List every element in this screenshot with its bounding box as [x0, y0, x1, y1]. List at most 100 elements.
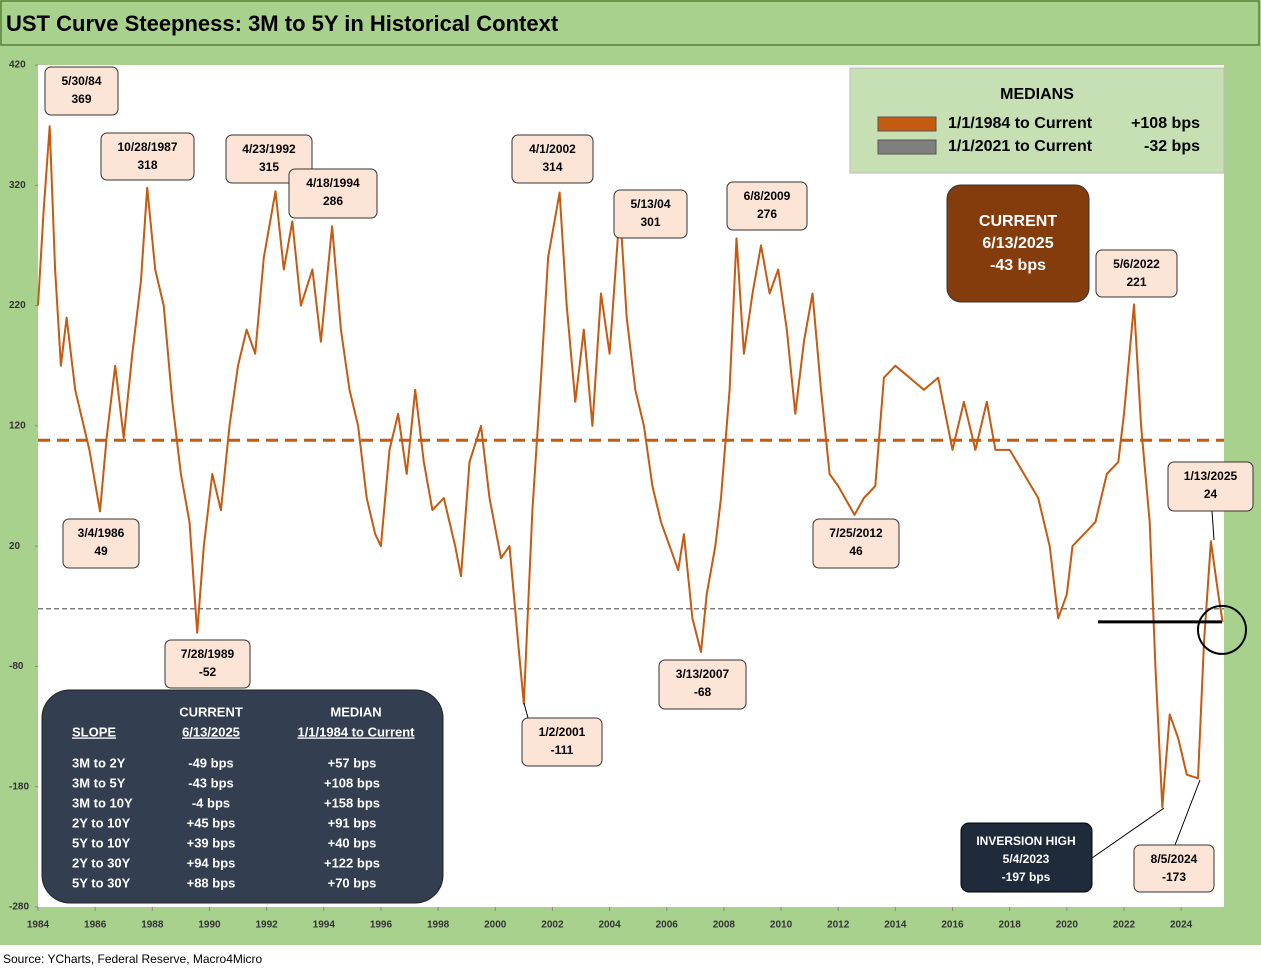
- annotation-date: 5/30/84: [61, 74, 101, 88]
- annotation-value: 46: [849, 544, 863, 558]
- x-tick-label: 1996: [370, 920, 393, 931]
- inversion-value-label: -197 bps: [1002, 870, 1051, 884]
- y-tick-label: 20: [9, 541, 21, 552]
- current-circle: [1197, 604, 1247, 655]
- annotation-value: -68: [694, 685, 712, 699]
- leader-line: [1091, 807, 1165, 859]
- current-value-label: -43 bps: [990, 257, 1046, 274]
- annotation-value: 276: [757, 207, 777, 221]
- annotation-date: 4/23/1992: [242, 142, 296, 156]
- annotation-box: [1095, 249, 1178, 298]
- legend-swatch: [877, 116, 937, 132]
- x-tick-label: 2002: [541, 920, 564, 931]
- annotation-box: [100, 132, 195, 181]
- leader-line: [523, 702, 529, 719]
- annotation-box: [511, 134, 594, 184]
- x-tick-label: 2006: [656, 920, 679, 931]
- table-cell: +88 bps: [187, 875, 236, 890]
- x-tick-label: 2004: [598, 920, 621, 931]
- table-cell: -43 bps: [188, 775, 234, 790]
- table-cell: 5Y to 30Y: [72, 875, 131, 890]
- legend-label: 1/1/1984 to Current: [948, 115, 1093, 132]
- y-tick-label: 120: [9, 420, 26, 431]
- x-tick-label: 2014: [884, 920, 907, 931]
- table-cell: +39 bps: [187, 835, 236, 850]
- y-tick-label: 420: [9, 60, 26, 71]
- series-line: [37, 125, 1224, 809]
- current-title: CURRENT: [979, 213, 1057, 230]
- table-cell: 2Y to 10Y: [72, 815, 131, 830]
- legend-value: -32 bps: [1144, 138, 1200, 155]
- annotation-value: 301: [640, 215, 660, 229]
- annotation-date: 5/13/04: [630, 197, 670, 211]
- table-header: CURRENT: [179, 704, 243, 719]
- legend-label: 1/1/2021 to Current: [948, 138, 1093, 155]
- table-cell: +108 bps: [324, 775, 380, 790]
- x-tick-label: 1984: [27, 920, 50, 931]
- annotation-date: 3/4/1986: [78, 526, 125, 540]
- inversion-box: [960, 822, 1093, 893]
- x-tick-label: 2008: [713, 920, 736, 931]
- annotation-value: 315: [259, 160, 279, 174]
- table-cell: 3M to 5Y: [72, 775, 126, 790]
- annotation-value: -111: [551, 743, 574, 757]
- annotation-date: 3/13/2007: [676, 667, 730, 681]
- annotation-box: [62, 518, 140, 569]
- annotation-box: [44, 66, 119, 116]
- leader-line: [1174, 779, 1201, 846]
- table-box: [41, 689, 444, 904]
- annotation-value: 314: [542, 160, 562, 174]
- table-cell: +57 bps: [328, 755, 377, 770]
- annotation-date: 10/28/1987: [117, 140, 177, 154]
- x-tick-label: 1992: [256, 920, 279, 931]
- x-tick-label: 2016: [941, 920, 964, 931]
- table-cell: 2Y to 30Y: [72, 855, 131, 870]
- annotation-box: [658, 659, 747, 710]
- annotation-box: [726, 181, 808, 231]
- annotation-date: 6/8/2009: [744, 189, 791, 203]
- annotation-box: [164, 639, 251, 689]
- table-cell: -49 bps: [188, 755, 234, 770]
- annotation-box: [521, 717, 603, 767]
- x-tick-label: 2022: [1113, 920, 1136, 931]
- table-header: 6/13/2025: [182, 724, 240, 739]
- table-cell: +91 bps: [328, 815, 377, 830]
- annotation-value: 318: [137, 158, 157, 172]
- annotation-date: 7/28/1989: [181, 647, 235, 661]
- table-header: SLOPE: [72, 724, 116, 739]
- legend-title: MEDIANS: [1000, 86, 1074, 103]
- title-bar: [0, 0, 1260, 46]
- legend-value: +108 bps: [1131, 115, 1200, 132]
- table-cell: 5Y to 10Y: [72, 835, 131, 850]
- x-tick-label: 2024: [1170, 920, 1193, 931]
- x-tick-label: 1986: [84, 920, 107, 931]
- table-cell: +158 bps: [324, 795, 380, 810]
- x-tick-label: 2000: [484, 920, 507, 931]
- source: Source: YCharts, Federal Reserve, Macro4…: [3, 952, 263, 966]
- annotation-date: 1/13/2025: [1184, 469, 1238, 483]
- x-tick-label: 1988: [141, 920, 164, 931]
- table-header: 1/1/1984 to Current: [297, 724, 415, 739]
- inversion-title: INVERSION HIGH: [976, 834, 1075, 848]
- current-date: 6/13/2025: [982, 235, 1053, 252]
- x-tick-label: 2012: [827, 920, 850, 931]
- annotation-date: 5/6/2022: [1113, 257, 1160, 271]
- table-cell: +40 bps: [328, 835, 377, 850]
- annotation-value: -173: [1162, 870, 1186, 884]
- table-cell: +122 bps: [324, 855, 380, 870]
- current-box: [946, 184, 1090, 303]
- annotation-value: 369: [71, 92, 91, 106]
- x-tick-label: 2018: [999, 920, 1022, 931]
- x-tick-label: 1990: [198, 920, 221, 931]
- annotation-value: 24: [1204, 487, 1218, 501]
- annotation-date: 4/18/1994: [306, 176, 360, 190]
- y-tick-label: -80: [9, 661, 24, 672]
- table-cell: +94 bps: [187, 855, 236, 870]
- x-tick-label: 2010: [770, 920, 793, 931]
- x-tick-label: 2020: [1056, 920, 1079, 931]
- leader-line: [1211, 510, 1215, 541]
- annotation-box: [1133, 844, 1215, 893]
- annotation-date: 7/25/2012: [829, 526, 883, 540]
- table-cell: -4 bps: [192, 795, 230, 810]
